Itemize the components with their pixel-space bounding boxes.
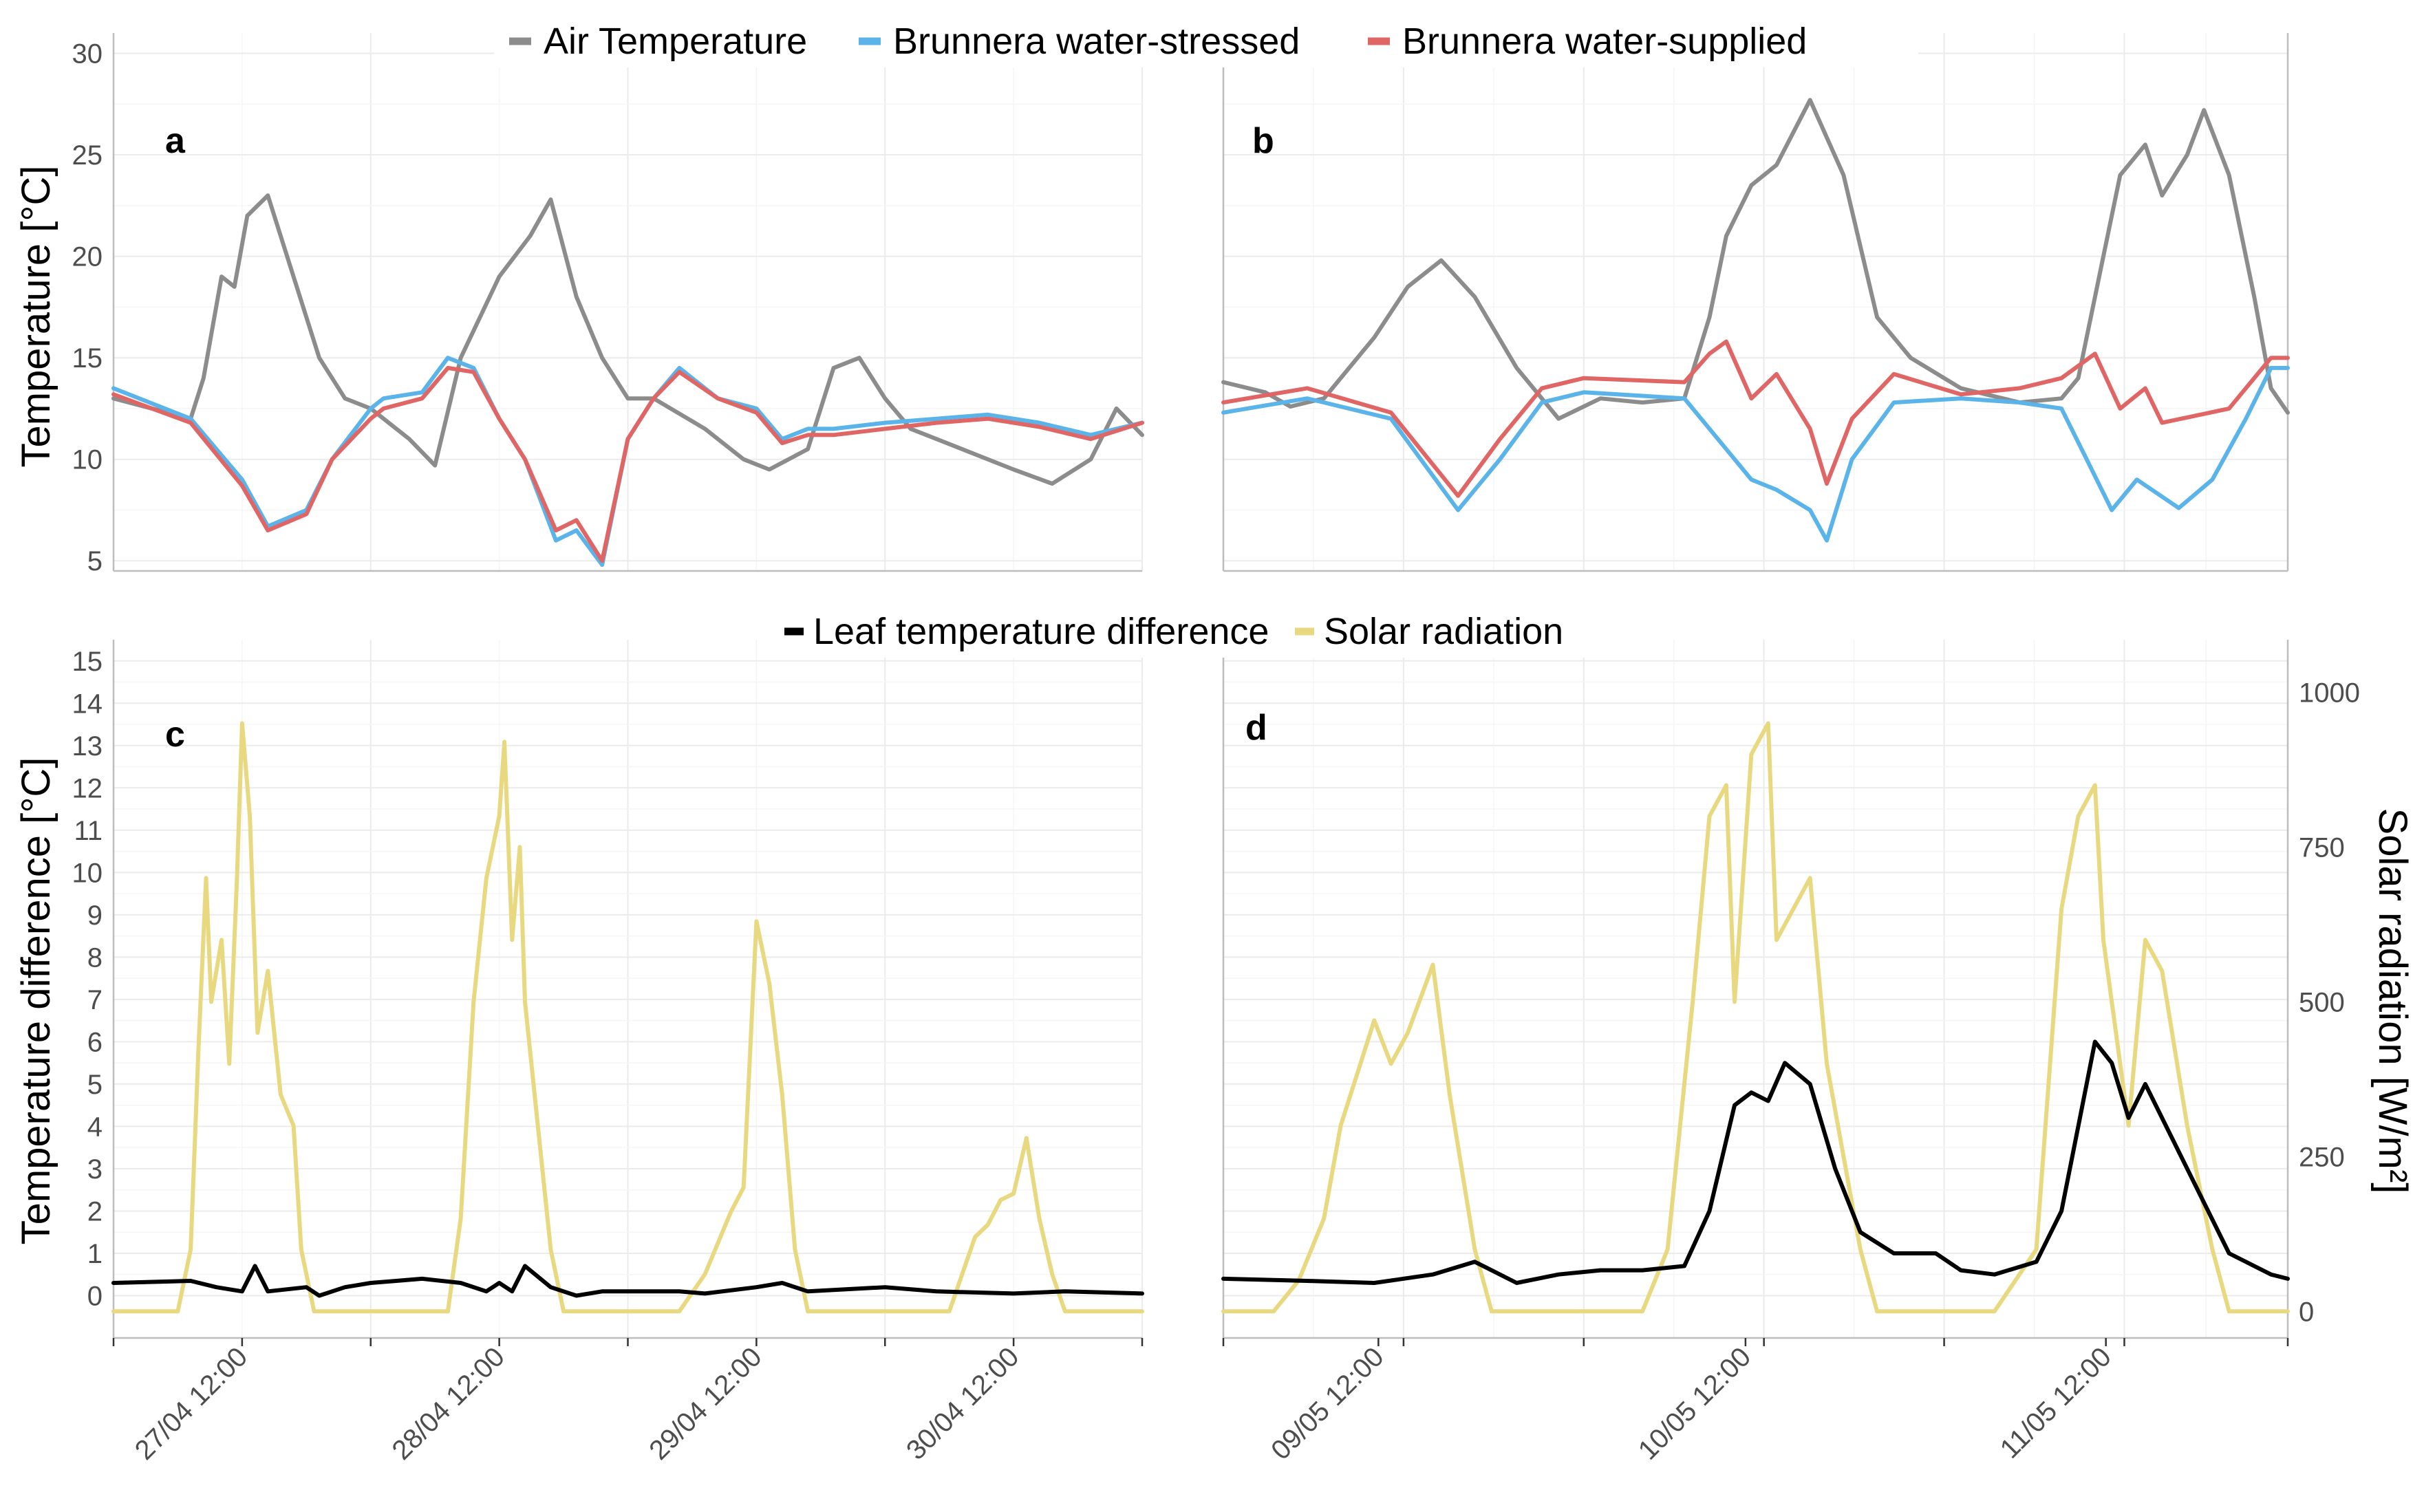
series-line-air-temperature [1221,98,2290,421]
y-tick-label: 6 [87,1027,103,1057]
y-tick-label: 1 [87,1239,103,1269]
y-tick-label: 25 [72,140,103,171]
series-line-leaf-temperature-difference [1221,1039,2290,1285]
y-tick-label: 30 [72,39,103,69]
legend-bottom: Leaf temperature difference Solar radiat… [771,605,1596,658]
series-line-brunnera-water-supplied [1221,339,2290,498]
series-line-air-temperature [111,193,1144,486]
y-tick-label: 8 [87,942,103,973]
legend-top: Air Temperature Brunnera water-stressed … [494,15,1918,67]
y-tick-label: 5 [87,546,103,576]
legend-bottom-background [771,605,1596,658]
y-tick-label: 10 [72,858,103,888]
y-tick-label: 20 [72,242,103,272]
y-tick-label: 13 [72,731,103,762]
y-tick-label: 7 [87,985,103,1015]
legend-top-background [494,15,1918,67]
series-line-solar-radiation [1221,721,2290,1314]
y-tick-label: 14 [72,689,103,719]
legend-label-solar-radiation: Solar radiation [1324,611,1563,652]
y-tick-label: 2 [87,1196,103,1227]
y-tick-label: 10 [72,445,103,475]
y-tick-label: 12 [72,773,103,803]
y-tick-label: 9 [87,900,103,931]
y-tick-label: 15 [72,647,103,677]
series-line-leaf-temperature-difference [111,1264,1144,1298]
legend-label-water-stressed: Brunnera water-stressed [893,21,1300,62]
panel-label-b: b [1252,121,1274,161]
y-axis-title-bottom-left: Temperature difference [°C] [14,757,58,1245]
y2-tick-label: 1000 [2299,678,2360,708]
panel-label-d: d [1245,708,1267,748]
y-axis-title-top: Temperature [°C] [14,165,58,467]
y2-tick-label: 250 [2299,1142,2345,1172]
panel-label-a: a [165,121,186,161]
y2-tick-label: 0 [2299,1297,2314,1327]
legend-label-leaf-temperature-difference: Leaf temperature difference [813,611,1269,652]
series-line-brunnera-water-stressed [1221,365,2290,543]
y-axis-title-bottom-right: Solar radiation [W/m²] [2370,808,2415,1194]
panel-label-c: c [165,715,185,755]
series-line-solar-radiation [111,721,1144,1314]
y-tick-label: 11 [74,816,103,846]
y-tick-label: 4 [87,1112,103,1142]
y2-tick-label: 500 [2299,987,2345,1017]
y-tick-label: 15 [72,343,103,374]
series-line-brunnera-water-supplied [111,365,1144,563]
y-tick-label: 0 [87,1281,103,1311]
legend-label-water-supplied: Brunnera water-supplied [1402,21,1807,62]
y-tick-label: 5 [87,1070,103,1100]
y2-tick-label: 750 [2299,832,2345,863]
y-tick-label: 3 [87,1154,103,1185]
legend-label-air-temperature: Air Temperature [544,21,807,62]
